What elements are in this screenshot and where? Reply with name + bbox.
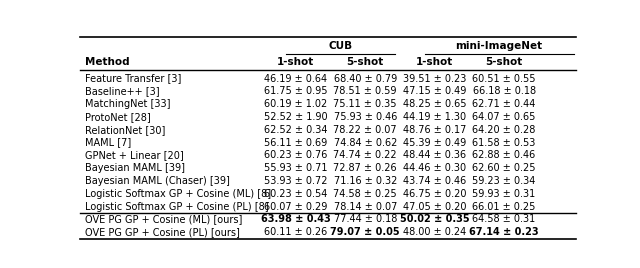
Text: 66.01 ± 0.25: 66.01 ± 0.25	[472, 202, 536, 211]
Text: 59.23 ± 0.34: 59.23 ± 0.34	[472, 176, 536, 186]
Text: 44.46 ± 0.30: 44.46 ± 0.30	[403, 163, 466, 173]
Text: 62.52 ± 0.34: 62.52 ± 0.34	[264, 125, 328, 135]
Text: 1-shot: 1-shot	[416, 57, 453, 67]
Text: 75.11 ± 0.35: 75.11 ± 0.35	[333, 99, 397, 109]
Text: 74.84 ± 0.62: 74.84 ± 0.62	[333, 137, 397, 148]
Text: 46.75 ± 0.20: 46.75 ± 0.20	[403, 189, 467, 199]
Text: Baseline++ [3]: Baseline++ [3]	[85, 86, 159, 96]
Text: 72.87 ± 0.26: 72.87 ± 0.26	[333, 163, 397, 173]
Text: 60.23 ± 0.76: 60.23 ± 0.76	[264, 150, 328, 160]
Text: 46.19 ± 0.64: 46.19 ± 0.64	[264, 74, 327, 84]
Text: 78.22 ± 0.07: 78.22 ± 0.07	[333, 125, 397, 135]
Text: 48.76 ± 0.17: 48.76 ± 0.17	[403, 125, 467, 135]
Text: MatchingNet [33]: MatchingNet [33]	[85, 99, 170, 109]
Text: 55.93 ± 0.71: 55.93 ± 0.71	[264, 163, 328, 173]
Text: Logistic Softmax GP + Cosine (PL) [8]: Logistic Softmax GP + Cosine (PL) [8]	[85, 202, 269, 211]
Text: 61.58 ± 0.53: 61.58 ± 0.53	[472, 137, 536, 148]
Text: 71.16 ± 0.32: 71.16 ± 0.32	[333, 176, 397, 186]
Text: 79.07 ± 0.05: 79.07 ± 0.05	[330, 227, 400, 237]
Text: 66.18 ± 0.18: 66.18 ± 0.18	[472, 86, 536, 96]
Text: 60.19 ± 1.02: 60.19 ± 1.02	[264, 99, 328, 109]
Text: 64.58 ± 0.31: 64.58 ± 0.31	[472, 214, 536, 224]
Text: RelationNet [30]: RelationNet [30]	[85, 125, 165, 135]
Text: 47.15 ± 0.49: 47.15 ± 0.49	[403, 86, 467, 96]
Text: Bayesian MAML [39]: Bayesian MAML [39]	[85, 163, 185, 173]
Text: 77.44 ± 0.18: 77.44 ± 0.18	[333, 214, 397, 224]
Text: Feature Transfer [3]: Feature Transfer [3]	[85, 74, 181, 84]
Text: 48.44 ± 0.36: 48.44 ± 0.36	[403, 150, 466, 160]
Text: 60.11 ± 0.26: 60.11 ± 0.26	[264, 227, 328, 237]
Text: 56.11 ± 0.69: 56.11 ± 0.69	[264, 137, 328, 148]
Text: ProtoNet [28]: ProtoNet [28]	[85, 112, 150, 122]
Text: OVE PG GP + Cosine (ML) [ours]: OVE PG GP + Cosine (ML) [ours]	[85, 214, 243, 224]
Text: Logistic Softmax GP + Cosine (ML) [8]: Logistic Softmax GP + Cosine (ML) [8]	[85, 189, 271, 199]
Text: CUB: CUB	[328, 40, 353, 51]
Text: 47.05 ± 0.20: 47.05 ± 0.20	[403, 202, 467, 211]
Text: 50.02 ± 0.35: 50.02 ± 0.35	[400, 214, 470, 224]
Text: 78.14 ± 0.07: 78.14 ± 0.07	[333, 202, 397, 211]
Text: 67.14 ± 0.23: 67.14 ± 0.23	[469, 227, 539, 237]
Text: 44.19 ± 1.30: 44.19 ± 1.30	[403, 112, 466, 122]
Text: 78.51 ± 0.59: 78.51 ± 0.59	[333, 86, 397, 96]
Text: 53.93 ± 0.72: 53.93 ± 0.72	[264, 176, 328, 186]
Text: MAML [7]: MAML [7]	[85, 137, 131, 148]
Text: 63.98 ± 0.43: 63.98 ± 0.43	[261, 214, 331, 224]
Text: 62.60 ± 0.25: 62.60 ± 0.25	[472, 163, 536, 173]
Text: 60.23 ± 0.54: 60.23 ± 0.54	[264, 189, 328, 199]
Text: 64.20 ± 0.28: 64.20 ± 0.28	[472, 125, 536, 135]
Text: 62.88 ± 0.46: 62.88 ± 0.46	[472, 150, 536, 160]
Text: mini-ImageNet: mini-ImageNet	[456, 40, 543, 51]
Text: 45.39 ± 0.49: 45.39 ± 0.49	[403, 137, 467, 148]
Text: 39.51 ± 0.23: 39.51 ± 0.23	[403, 74, 467, 84]
Text: 60.51 ± 0.55: 60.51 ± 0.55	[472, 74, 536, 84]
Text: Bayesian MAML (Chaser) [39]: Bayesian MAML (Chaser) [39]	[85, 176, 230, 186]
Text: 52.52 ± 1.90: 52.52 ± 1.90	[264, 112, 328, 122]
Text: 64.07 ± 0.65: 64.07 ± 0.65	[472, 112, 536, 122]
Text: 59.93 ± 0.31: 59.93 ± 0.31	[472, 189, 536, 199]
Text: 60.07 ± 0.29: 60.07 ± 0.29	[264, 202, 328, 211]
Text: 5-shot: 5-shot	[347, 57, 384, 67]
Text: 74.74 ± 0.22: 74.74 ± 0.22	[333, 150, 397, 160]
Text: 68.40 ± 0.79: 68.40 ± 0.79	[333, 74, 397, 84]
Text: 43.74 ± 0.46: 43.74 ± 0.46	[403, 176, 467, 186]
Text: 5-shot: 5-shot	[486, 57, 523, 67]
Text: 48.00 ± 0.24: 48.00 ± 0.24	[403, 227, 467, 237]
Text: 75.93 ± 0.46: 75.93 ± 0.46	[333, 112, 397, 122]
Text: OVE PG GP + Cosine (PL) [ours]: OVE PG GP + Cosine (PL) [ours]	[85, 227, 240, 237]
Text: 62.71 ± 0.44: 62.71 ± 0.44	[472, 99, 536, 109]
Text: Method: Method	[85, 57, 129, 67]
Text: 48.25 ± 0.65: 48.25 ± 0.65	[403, 99, 467, 109]
Text: 74.58 ± 0.25: 74.58 ± 0.25	[333, 189, 397, 199]
Text: 1-shot: 1-shot	[277, 57, 314, 67]
Text: 61.75 ± 0.95: 61.75 ± 0.95	[264, 86, 328, 96]
Text: GPNet + Linear [20]: GPNet + Linear [20]	[85, 150, 184, 160]
